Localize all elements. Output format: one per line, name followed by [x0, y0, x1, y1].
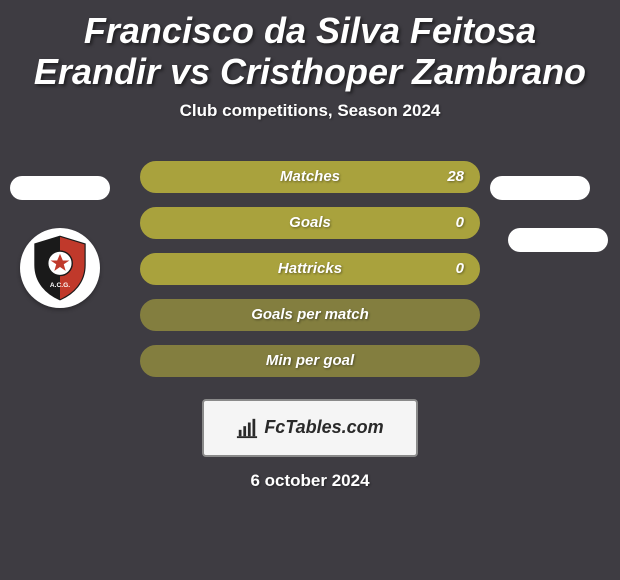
stat-value: 28 [447, 168, 464, 185]
badge-text: A.C.G. [50, 282, 70, 289]
stat-row-hattricks: Hattricks 0 [140, 253, 480, 285]
footer-logo: FcTables.com [202, 399, 418, 457]
stat-label: Goals [142, 214, 478, 231]
shield-icon: A.C.G. [31, 235, 89, 301]
stat-row-matches: Matches 28 [140, 161, 480, 193]
stat-label: Min per goal [142, 352, 478, 369]
stat-label: Matches [142, 168, 478, 185]
page-title: Francisco da Silva Feitosa Erandir vs Cr… [0, 0, 620, 93]
stat-row-mpg: Min per goal [140, 345, 480, 377]
left-pill [10, 176, 110, 200]
stat-value: 0 [456, 214, 464, 231]
page-subtitle: Club competitions, Season 2024 [0, 101, 620, 121]
footer-logo-text: FcTables.com [264, 417, 383, 438]
stat-value: 0 [456, 260, 464, 277]
club-badge: A.C.G. [20, 228, 100, 308]
bar-chart-icon [236, 417, 258, 439]
stat-label: Hattricks [142, 260, 478, 277]
stat-label: Goals per match [142, 306, 478, 323]
stat-row-goals: Goals 0 [140, 207, 480, 239]
date-text: 6 october 2024 [0, 471, 620, 491]
right-pill-1 [490, 176, 590, 200]
right-pill-2 [508, 228, 608, 252]
comparison-infographic: Francisco da Silva Feitosa Erandir vs Cr… [0, 0, 620, 580]
stat-row-gpm: Goals per match [140, 299, 480, 331]
